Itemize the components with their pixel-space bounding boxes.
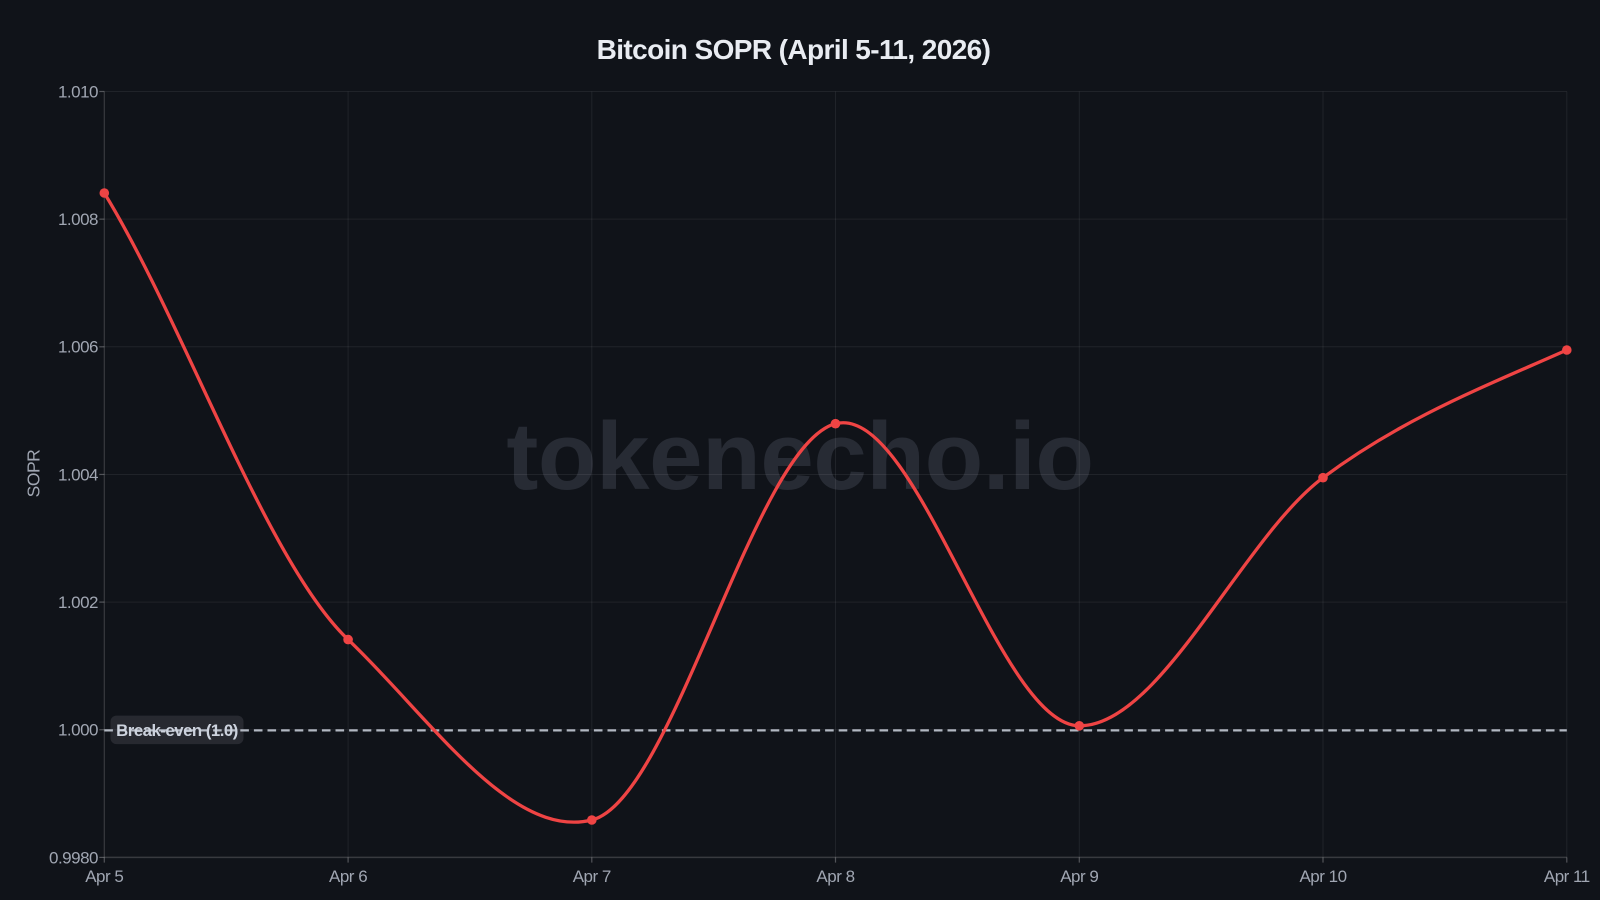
svg-text:1.010: 1.010 — [58, 82, 98, 101]
svg-text:1.000: 1.000 — [58, 721, 98, 740]
svg-text:Apr 9: Apr 9 — [1060, 867, 1098, 886]
svg-text:1.008: 1.008 — [58, 210, 98, 229]
svg-text:Break-even (1.0): Break-even (1.0) — [116, 721, 238, 740]
svg-text:Apr 6: Apr 6 — [329, 867, 367, 886]
svg-text:Apr 11: Apr 11 — [1544, 867, 1590, 886]
svg-text:SOPR: SOPR — [24, 450, 44, 498]
svg-text:0.9980: 0.9980 — [49, 848, 98, 867]
svg-text:1.004: 1.004 — [58, 465, 98, 484]
svg-text:Apr 8: Apr 8 — [816, 867, 854, 886]
svg-text:1.006: 1.006 — [58, 338, 98, 357]
svg-text:Apr 7: Apr 7 — [573, 867, 611, 886]
svg-text:Bitcoin SOPR (April 5-11, 2026: Bitcoin SOPR (April 5-11, 2026) — [597, 34, 991, 65]
svg-text:1.002: 1.002 — [58, 593, 98, 612]
svg-text:tokenecho.io: tokenecho.io — [506, 403, 1093, 510]
svg-text:Apr 10: Apr 10 — [1299, 867, 1346, 886]
svg-text:Apr 5: Apr 5 — [85, 867, 123, 886]
